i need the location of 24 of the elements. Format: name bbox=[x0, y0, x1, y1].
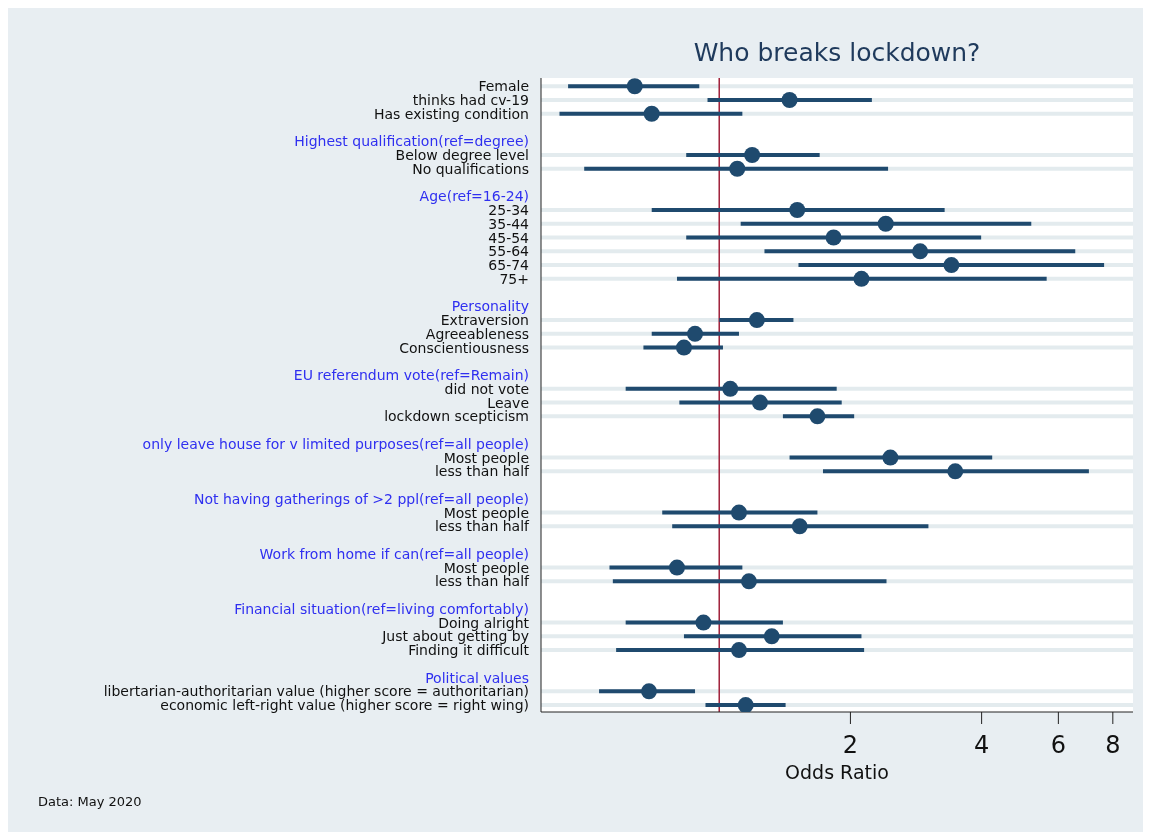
y-tick-label: Highest qualification(ref=degree) bbox=[294, 133, 529, 150]
x-tick-label: 4 bbox=[973, 731, 990, 760]
x-axis-title: Odds Ratio bbox=[784, 761, 890, 783]
y-tick-label: only leave house for v limited purposes(ref=all people) bbox=[142, 435, 529, 452]
y-tick-label: Financial situation(ref=living comfortably) bbox=[234, 600, 529, 617]
y-tick-label: thinks had cv-19 bbox=[412, 92, 529, 108]
y-tick-label: 45-54 bbox=[488, 229, 530, 246]
x-tick-label: 8 bbox=[1105, 731, 1121, 760]
x-tick-label: 2 bbox=[842, 731, 859, 760]
chart-title: Who breaks lockdown? bbox=[692, 38, 982, 67]
y-tick-label: Female bbox=[478, 78, 529, 95]
y-tick-label: libertarian-authoritarian value (higher score = authoritarian) bbox=[103, 683, 529, 700]
x-tick-label: 6 bbox=[1050, 731, 1067, 760]
y-tick-label: Personality bbox=[451, 298, 529, 315]
y-tick-label: Agreeableness bbox=[425, 325, 529, 342]
y-tick-label: 55-64 bbox=[488, 243, 530, 260]
text: Data: May 2020 bbox=[38, 794, 142, 809]
y-tick-label: Age(ref=16-24) bbox=[419, 188, 529, 205]
y-tick-label: Political values bbox=[425, 669, 529, 686]
y-tick-label: Leave bbox=[487, 394, 529, 411]
y-tick-label: lockdown scepticism bbox=[384, 408, 529, 425]
y-tick-label: Work from home if can(ref=all people) bbox=[259, 545, 529, 562]
y-tick-label: Not having gatherings of >2 ppl(ref=all people) bbox=[193, 490, 529, 507]
y-tick-label: Has existing condition bbox=[373, 105, 529, 122]
